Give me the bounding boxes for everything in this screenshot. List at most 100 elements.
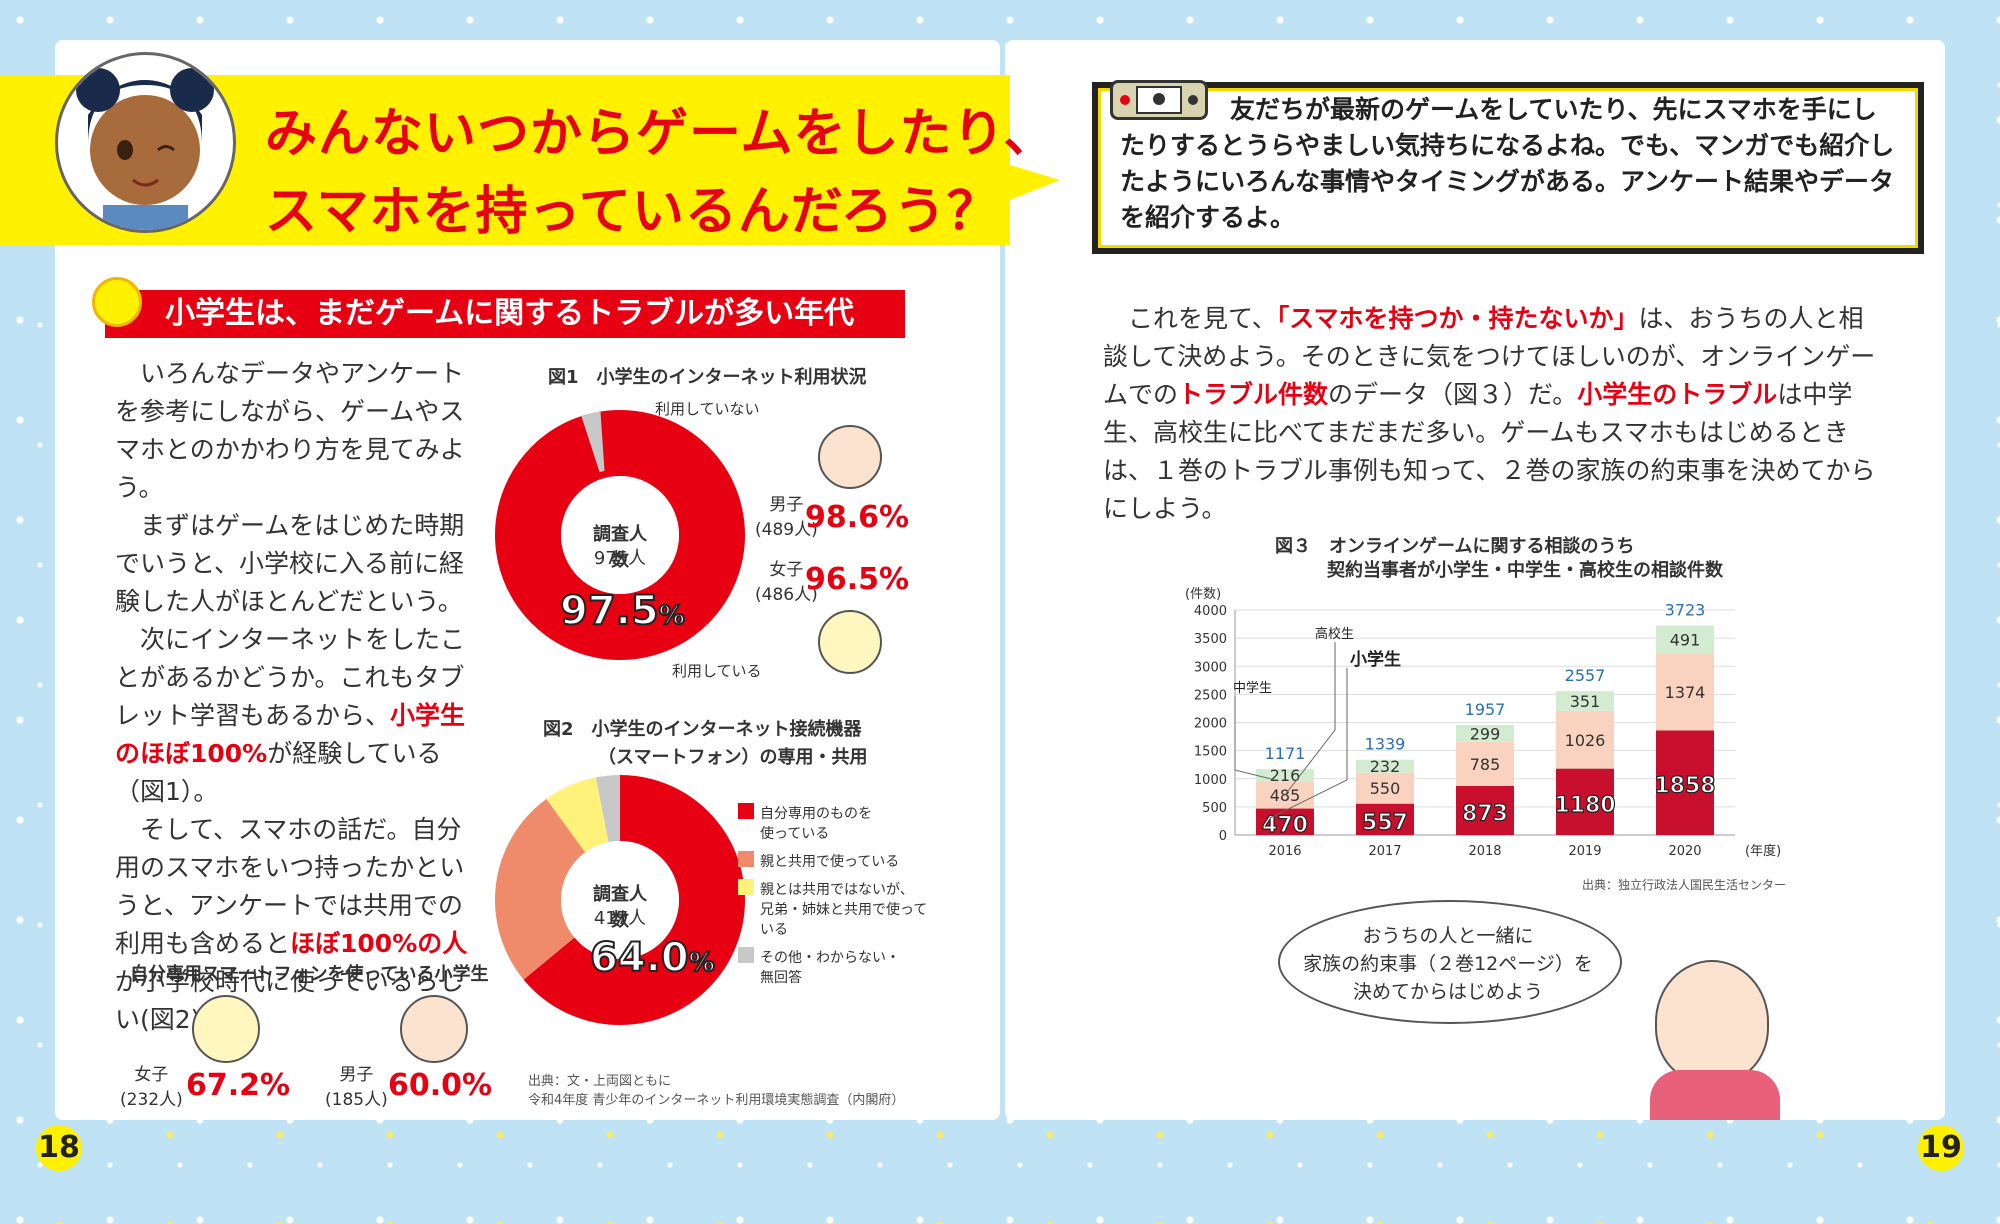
intro-box — [1092, 82, 1924, 254]
bar-高校生 — [1656, 625, 1714, 654]
fig2-legend: 自分専用のものを 使っている 親と共用で使っている 親とは共用ではないが、 兄弟・姉… — [738, 803, 928, 987]
bar-value-label: 232 — [1370, 757, 1401, 776]
fig2-slice-other — [495, 775, 745, 1025]
bar-value-label: 785 — [1470, 755, 1501, 774]
fig1-total-pct: 97.5% — [559, 587, 686, 635]
y-tick-label: 1500 — [1194, 745, 1227, 760]
sun-icon — [92, 277, 142, 327]
page-title: みんないつからゲームをしたり、 スマホを持っているんだろう？ — [265, 95, 1056, 251]
bar-value-label: 491 — [1670, 630, 1701, 649]
bar-value-label: 351 — [1570, 692, 1601, 711]
bar-中学生 — [1556, 710, 1614, 769]
woman-shirt — [1650, 1070, 1780, 1120]
y-tick-label: 0 — [1219, 829, 1227, 844]
source-1: 出典：文・上両図ともに 令和4年度 青少年のインターネット利用環境実態調査（内閣… — [528, 1074, 905, 1108]
fig3-bar-chart: (件数) 0 500 1000 1500 2000 2500 3000 3500 4000 470 4… — [1185, 587, 1781, 859]
fig1-girls-label: 女子 (486人) — [755, 560, 818, 605]
legend-swatch — [738, 947, 754, 963]
paragraph-1: いろんなデータやアンケートを参考にしながら、ゲームやスマホとのかかわり方を見てみ… — [115, 359, 465, 502]
page-number-right: 19 — [1918, 1125, 1964, 1171]
y-tick-label: 1000 — [1194, 773, 1227, 788]
fig1-center-count: 975人 — [593, 548, 647, 569]
own-phone-boys-pct: 60.0% — [388, 1068, 493, 1103]
bar-value-label: 1180 — [1554, 793, 1615, 818]
girl-avatar-icon — [55, 52, 236, 233]
y-tick-label: 3500 — [1194, 632, 1227, 647]
bar-value-label: 550 — [1370, 779, 1401, 798]
bar-高校生 — [1256, 769, 1314, 782]
bar-total-label: 1957 — [1465, 700, 1506, 719]
y-tick-label: 3000 — [1194, 660, 1227, 675]
fig1-not-used-slice — [581, 411, 605, 473]
bar-value-label: 557 — [1362, 810, 1408, 835]
fig2-title-1: 図2 小学生のインターネット接続機器 — [543, 719, 862, 740]
bar-total-label: 1171 — [1265, 744, 1306, 763]
x-tick-label: 2019 — [1568, 844, 1601, 859]
bar-value-label: 1374 — [1665, 683, 1706, 702]
right-body-text: これを見て、「スマホを持つか・持たないか」は、おうちの人と相談して決めよう。その… — [1103, 304, 1876, 523]
bar-value-label: 1858 — [1654, 774, 1715, 799]
bar-value-label: 470 — [1262, 813, 1308, 838]
own-phone-boys-label: 男子 (185人) — [325, 1065, 388, 1110]
fig3-title: 図３ オンラインゲームに関する相談のうち — [1275, 536, 1635, 557]
fig1-center-label: 調査人数 — [593, 524, 647, 571]
title-line-1: みんないつからゲームをしたり、 — [265, 104, 1057, 164]
section-heading: 小学生は、まだゲームに関するトラブルが多い年代 — [105, 290, 905, 338]
fig1-label-not-used: 利用していない — [655, 400, 760, 418]
bar-小学生 — [1356, 803, 1414, 835]
fig2-center-label: 調査人数 — [593, 884, 647, 931]
leader-line — [1284, 642, 1336, 796]
game-console-icon — [1110, 80, 1208, 120]
fig1-title: 図1 小学生のインターネット利用状況 — [548, 367, 867, 388]
y-tick-label: 2500 — [1194, 688, 1227, 703]
bar-中学生 — [1456, 741, 1514, 786]
bar-高校生 — [1456, 724, 1514, 742]
speech-bubble — [1278, 900, 1622, 1024]
y-tick-label: 2000 — [1194, 717, 1227, 732]
bar-total-label: 2557 — [1565, 666, 1606, 685]
fig2-title-2: （スマートフォン）の専用・共用 — [598, 747, 868, 768]
fig2-donut-chart — [495, 775, 745, 1025]
fig2-main-pct: 64.0% — [589, 934, 716, 982]
fig2-center-count: 417人 — [593, 908, 647, 929]
own-phone-girls-label: 女子 (232人) — [120, 1065, 183, 1110]
bar-value-label: 216 — [1270, 766, 1301, 785]
fig1-girls-pct: 96.5% — [805, 562, 910, 597]
girl-face-icon — [818, 610, 882, 674]
legend-item: 親と共用で使っている — [738, 851, 928, 871]
title-line-2: スマホを持っているんだろう？ — [265, 182, 1000, 242]
bar-小学生 — [1556, 768, 1614, 835]
fig1-label-used: 利用している — [672, 662, 762, 680]
fig1-used-slice — [495, 410, 745, 660]
paragraph-2: まずはゲームをはじめた時期でいうと、小学校に入る前に経験した人がほとんどだという… — [115, 511, 465, 616]
woman-avatar-icon — [1655, 960, 1769, 1084]
series-label: 小学生 — [1350, 649, 1401, 670]
bar-value-label: 299 — [1470, 724, 1501, 743]
x-tick-label: 2017 — [1368, 844, 1401, 859]
left-body-text: いろんなデータやアンケートを参考にしながら、ゲームやスマホとのかかわり方を見てみ… — [115, 355, 475, 1039]
x-axis-label: (年度) — [1745, 843, 1781, 859]
bar-中学生 — [1356, 772, 1414, 804]
boy-face-icon — [400, 995, 468, 1063]
bar-高校生 — [1556, 691, 1614, 711]
bar-value-label: 873 — [1462, 801, 1508, 826]
bar-value-label: 485 — [1270, 786, 1301, 805]
bar-小学生 — [1656, 730, 1714, 835]
bar-total-label: 3723 — [1665, 601, 1706, 620]
leader-line — [1269, 668, 1348, 819]
own-phone-title: 自分専用スマートフォンを使っている小学生 — [130, 964, 489, 985]
bar-中学生 — [1656, 653, 1714, 731]
girl-face-icon — [192, 995, 260, 1063]
bar-小学生 — [1256, 808, 1314, 835]
fig3-subtitle: 契約当事者が小学生・中学生・高校生の相談件数 — [1327, 560, 1723, 581]
y-axis-label: (件数) — [1185, 587, 1221, 602]
intro-text: 友だちが最新のゲームをしていたり、先にスマホを手にしたりするとうらやましい気持ち… — [1120, 95, 1895, 232]
legend-item: 親とは共用ではないが、 兄弟・姉妹と共用で使っている — [738, 879, 928, 939]
series-label: 高校生 — [1315, 626, 1354, 642]
legend-item: その他・わからない・ 無回答 — [738, 947, 928, 987]
legend-swatch — [738, 879, 754, 895]
x-tick-label: 2020 — [1668, 844, 1701, 859]
y-tick-label: 4000 — [1194, 604, 1227, 619]
y-tick-label: 500 — [1202, 801, 1227, 816]
